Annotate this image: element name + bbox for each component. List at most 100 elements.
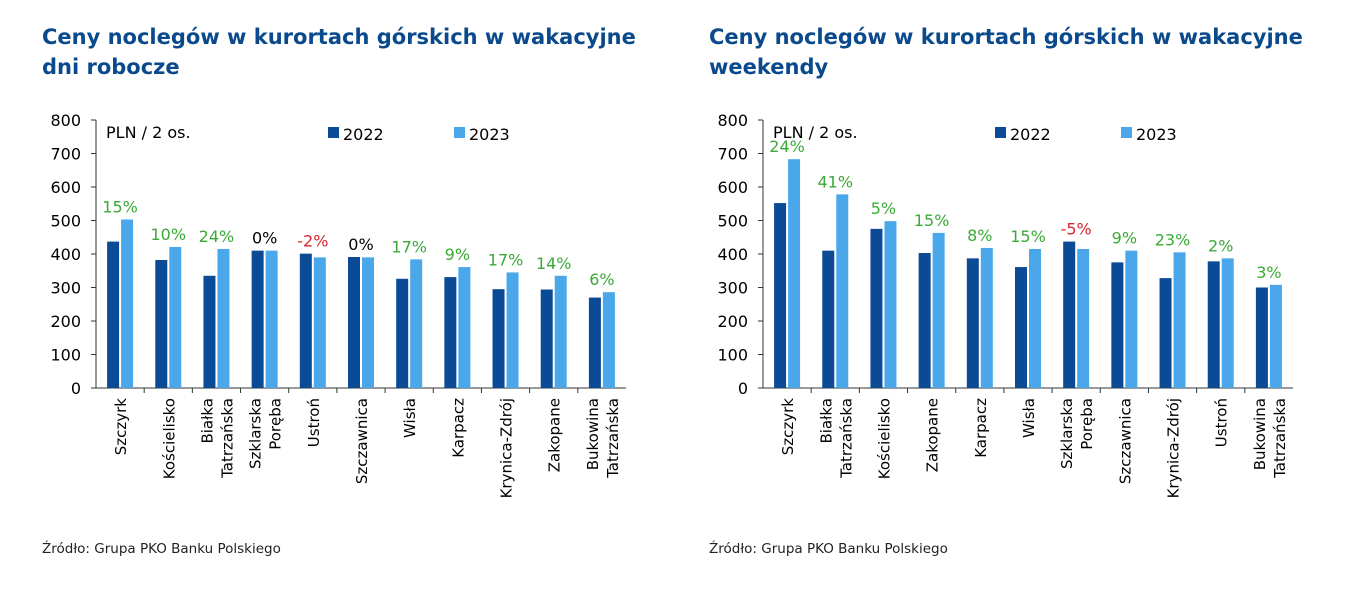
category-label: Tatrzańska [604, 398, 622, 479]
y-tick-label: 300 [717, 279, 748, 298]
bar-2022 [1015, 267, 1027, 388]
data-label: 10% [150, 225, 186, 244]
data-label: 15% [1010, 227, 1046, 246]
y-tick-label: 400 [717, 245, 748, 264]
y-tick-label: 700 [50, 145, 81, 164]
legend-label-2023: 2023 [469, 125, 510, 144]
legend-swatch-2023 [454, 127, 465, 138]
category-label: Szczawnica [1116, 398, 1134, 484]
category-label: Zakopane [924, 398, 942, 472]
source-note: Źródło: Grupa PKO Banku Polskiego [709, 541, 948, 557]
bar-2023 [313, 257, 326, 388]
bar-2022 [870, 228, 883, 388]
category-label: Szczawnica [353, 398, 371, 484]
data-label: 9% [445, 245, 470, 264]
bar-2023 [410, 259, 423, 388]
data-label: -5% [1061, 220, 1092, 239]
bar-2022 [774, 203, 787, 388]
data-label: 17% [391, 237, 427, 256]
bar-2023 [265, 250, 278, 388]
bar-2023 [884, 221, 897, 388]
bar-2023 [602, 292, 615, 388]
category-label: Poręba [267, 398, 285, 450]
category-label: Karpacz [449, 398, 467, 458]
y-tick-label: 800 [50, 111, 81, 130]
bar-2023 [788, 159, 801, 388]
bar-2023 [1173, 252, 1186, 388]
data-label: 24% [199, 227, 235, 246]
bar-2022 [1255, 287, 1268, 388]
bar-2023 [1029, 248, 1041, 388]
category-label: Tatrzańska [1271, 398, 1289, 479]
data-label: 15% [102, 197, 138, 216]
bar-2022 [348, 257, 360, 388]
bar-2023 [836, 194, 849, 388]
bar-2023 [458, 267, 471, 388]
bar-2022 [966, 258, 979, 388]
bar-2023 [506, 272, 519, 388]
y-axis-unit-label: PLN / 2 os. [773, 123, 858, 142]
bar-2023 [362, 257, 374, 388]
bar-chart-weekends: 0 100 200 300 400 500 600 700 800 PLN / 2 os. 2022… [717, 111, 1293, 498]
category-label: Ustroń [1213, 398, 1231, 447]
category-label: Szczyrk [779, 398, 797, 456]
y-tick-label: 700 [717, 145, 748, 164]
category-label: Karpacz [972, 398, 990, 458]
data-label: 0% [348, 235, 373, 254]
y-tick-label: 500 [50, 212, 81, 231]
bar-2023 [169, 246, 182, 388]
bar-2023 [1221, 258, 1234, 388]
bar-2022 [203, 275, 216, 388]
category-label: Szklarska [1058, 398, 1076, 469]
category-label: Bukowina [1251, 398, 1269, 470]
source-note: Źródło: Grupa PKO Banku Polskiego [42, 541, 281, 557]
category-label: Białka [817, 398, 835, 444]
category-label: Kościelisko [160, 398, 178, 479]
y-tick-label: 100 [717, 346, 748, 365]
y-tick-label: 100 [50, 346, 81, 365]
y-tick-label: 400 [50, 245, 81, 264]
data-label: 8% [967, 226, 992, 245]
y-tick-label: 200 [717, 312, 748, 331]
bar-2022 [540, 289, 553, 388]
bar-2023 [1077, 248, 1090, 388]
data-label: 5% [871, 199, 896, 218]
bar-2022 [396, 278, 409, 388]
legend-swatch-2023 [1121, 127, 1132, 138]
data-label: 9% [1112, 229, 1137, 248]
data-label: 23% [1155, 230, 1191, 249]
bar-2022 [1207, 261, 1220, 388]
bar-2022 [492, 289, 505, 388]
chart-panel-workdays: Ceny noclegów w kurortach górskich w wak… [0, 0, 640, 602]
bar-2022 [588, 297, 601, 388]
legend-swatch-2022 [995, 127, 1006, 138]
category-label: Wisła [401, 398, 419, 438]
bar-2022 [1159, 278, 1172, 388]
category-label: Krynica-Zdrój [498, 398, 516, 498]
category-label: Poręba [1078, 398, 1096, 450]
data-label: 24% [769, 137, 805, 156]
data-label: 3% [1256, 263, 1281, 282]
bar-2022 [251, 250, 264, 388]
y-axis-unit-label: PLN / 2 os. [106, 123, 191, 142]
bar-2023 [217, 248, 230, 388]
legend-label-2022: 2022 [1010, 125, 1051, 144]
bar-2023 [980, 247, 993, 388]
y-tick-label: 300 [50, 279, 81, 298]
bar-2022 [107, 241, 120, 388]
bar-2022 [155, 260, 168, 388]
bar-2022 [299, 253, 312, 388]
y-tick-label: 500 [717, 212, 748, 231]
category-label: Kościelisko [875, 398, 893, 479]
bar-chart-workdays: 0 100 200 300 400 500 600 700 800 PLN / 2 os. 2022… [50, 111, 626, 498]
bar-2022 [822, 250, 835, 388]
bar-2023 [121, 219, 134, 388]
category-label: Tatrzańska [218, 398, 236, 479]
y-tick-label: 600 [717, 178, 748, 197]
bar-2022 [1111, 262, 1124, 388]
category-label: Szklarska [247, 398, 265, 469]
y-tick-label: 0 [71, 379, 81, 398]
legend-label-2022: 2022 [343, 125, 384, 144]
data-label: 15% [914, 211, 950, 230]
data-label: 6% [589, 270, 614, 289]
